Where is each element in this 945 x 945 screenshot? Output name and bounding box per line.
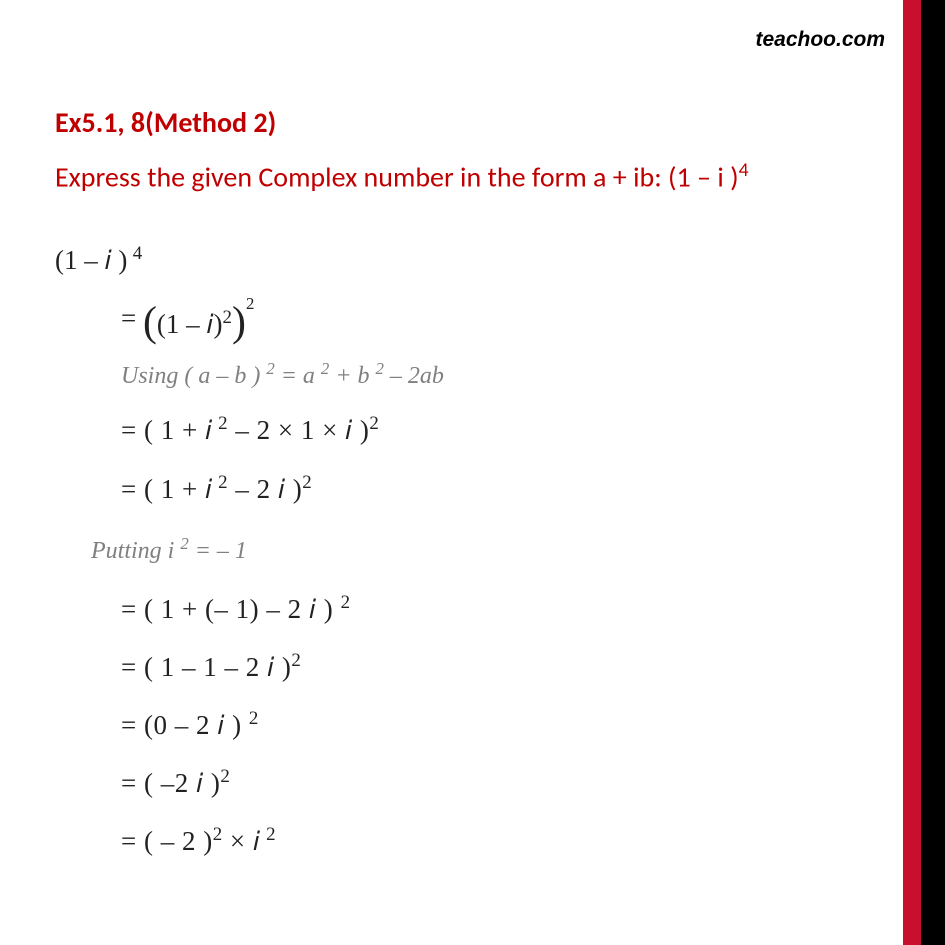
hint1-c: + b	[329, 363, 375, 389]
step-4-a: = ( 1 + (– 1) – 2 𝑖 )	[121, 594, 341, 624]
hint-2: Putting i 2 = – 1	[91, 533, 875, 567]
step-5: = ( 1 – 1 – 2 𝑖 )2	[121, 649, 875, 685]
step-7-a: = ( –2 𝑖 )	[121, 768, 220, 798]
step-5-sup: 2	[291, 650, 301, 671]
step-6-sup: 2	[249, 708, 259, 729]
step-6-a: = (0 – 2 𝑖 )	[121, 710, 249, 740]
step-1-eq: =	[121, 304, 143, 334]
watermark-text: teachoo.com	[755, 28, 885, 51]
step-8-sup1: 2	[213, 824, 223, 845]
step-3-sup2: 2	[302, 472, 312, 493]
solution-block: (1 – 𝑖 ) 4 = ((1 – 𝑖)2)2 Using ( a – b )…	[55, 242, 875, 859]
step-0-exp: 4	[133, 243, 142, 264]
question-expr-exp: 4	[739, 158, 749, 182]
hint1-exp1: 2	[266, 359, 274, 378]
step-2-b: – 2 × 1 × 𝑖 )	[228, 415, 369, 445]
step-2-a: = ( 1 + 𝑖	[121, 415, 213, 445]
step-5-a: = ( 1 – 1 – 2 𝑖 )	[121, 652, 291, 682]
step-2-sup2: 2	[369, 413, 379, 434]
step-4: = ( 1 + (– 1) – 2 𝑖 ) 2	[121, 591, 875, 627]
hint1-b: = a	[275, 363, 321, 389]
step-2-sup1: 2	[218, 413, 228, 434]
step-8-b: × 𝑖	[223, 826, 261, 856]
lparen: (	[143, 303, 157, 345]
step-3-b: – 2 𝑖 )	[228, 474, 302, 504]
step-1-inner-base: (1 – 𝑖)	[157, 309, 223, 339]
step-3-a: = ( 1 + 𝑖	[121, 474, 213, 504]
hint2-b: = – 1	[189, 538, 247, 564]
hint2-exp: 2	[180, 534, 188, 553]
question-line: Express the given Complex number in the …	[55, 158, 875, 194]
step-6: = (0 – 2 𝑖 ) 2	[121, 707, 875, 743]
question-expr-base: (1 – i )	[668, 159, 739, 194]
step-8-a: = ( – 2 )	[121, 826, 213, 856]
hint-1: Using ( a – b ) 2 = a 2 + b 2 – 2ab	[121, 358, 875, 392]
hint2-a: Putting i	[91, 538, 180, 564]
step-7-sup: 2	[220, 766, 230, 787]
hint1-a: Using ( a – b )	[121, 363, 266, 389]
question-prefix: Express the given Complex number in the …	[55, 159, 668, 194]
sidebar-black	[921, 0, 945, 945]
step-0-base: (1 – 𝑖 )	[55, 245, 127, 275]
step-4-sup: 2	[341, 592, 351, 613]
step-2: = ( 1 + 𝑖 2 – 2 × 1 × 𝑖 )2	[121, 412, 875, 448]
watermark: teachoo.com	[755, 28, 885, 52]
hint1-exp3: 2	[376, 359, 384, 378]
step-3: = ( 1 + 𝑖 2 – 2 𝑖 )2	[121, 471, 875, 507]
exercise-heading: Ex5.1, 8(Method 2)	[55, 105, 875, 140]
heading-text: Ex5.1, 8(Method 2)	[55, 105, 276, 140]
rparen: )	[232, 303, 246, 345]
hint1-d: – 2ab	[384, 363, 444, 389]
step-8: = ( – 2 )2 × 𝑖 2	[121, 823, 875, 859]
content-area: Ex5.1, 8(Method 2) Express the given Com…	[55, 105, 875, 859]
step-1-inner-exp: 2	[223, 307, 232, 328]
sidebar-red	[903, 0, 921, 945]
step-7: = ( –2 𝑖 )2	[121, 765, 875, 801]
step-1-outer-exp: 2	[246, 294, 254, 313]
step-8-sup2: 2	[266, 824, 276, 845]
step-0: (1 – 𝑖 ) 4	[55, 242, 875, 278]
step-1: = ((1 – 𝑖)2)2	[121, 300, 875, 342]
step-3-sup1: 2	[218, 472, 228, 493]
